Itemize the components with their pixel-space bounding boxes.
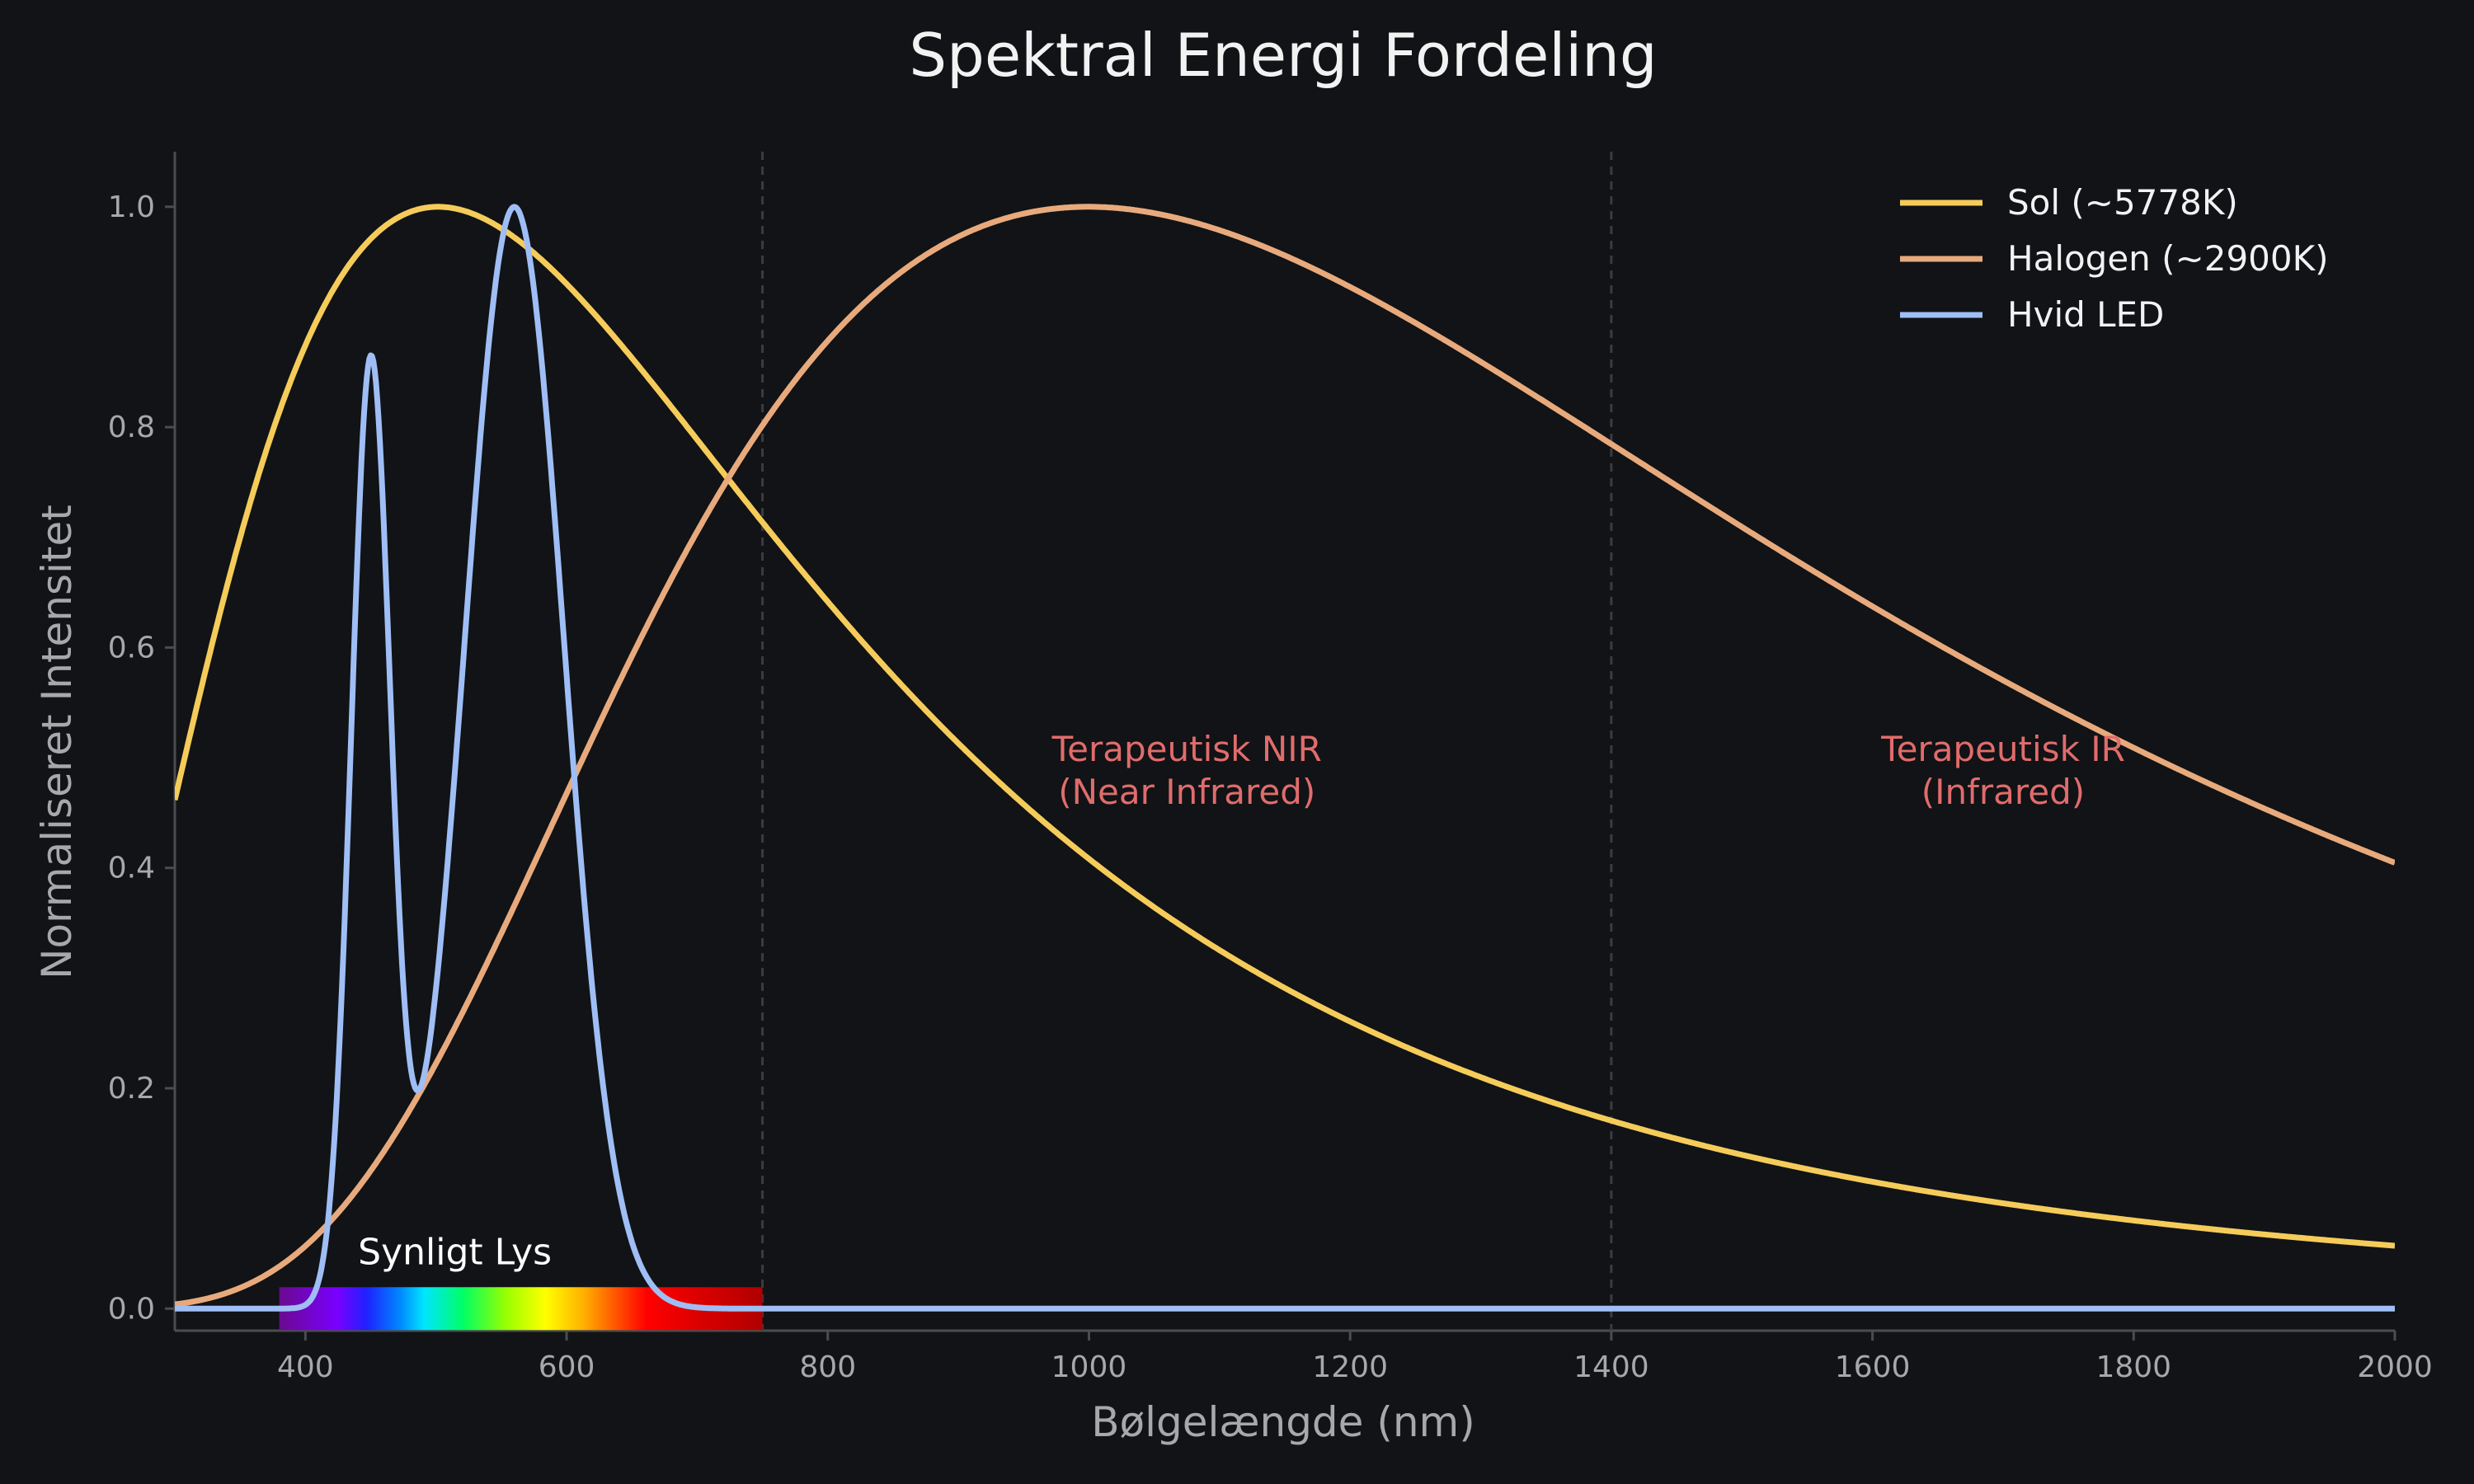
x-tick-label: 1000 [1051, 1350, 1127, 1384]
x-axis-title: Bølgelængde (nm) [1091, 1398, 1475, 1446]
annotation-text: (Near Infrared) [1058, 772, 1315, 812]
annotation-text: Terapeutisk NIR [1051, 729, 1322, 769]
x-ticks: 400 600 800 1000 1200 1400 1600 1800 2000 [277, 1331, 2433, 1384]
x-tick-label: 1800 [2095, 1350, 2171, 1384]
x-tick-label: 600 [539, 1350, 595, 1384]
annotation-text: (Infrared) [1921, 772, 2085, 812]
visible-light-label: Synligt Lys [358, 1231, 552, 1273]
x-tick-label: 1600 [1835, 1350, 1911, 1384]
axes [173, 152, 2395, 1332]
series-line [175, 204, 2395, 1312]
y-axis-title: Normaliseret Intensitet [33, 505, 81, 979]
y-tick-label: 1.0 [108, 190, 155, 224]
series-line [175, 204, 2395, 1249]
x-tick-label: 800 [799, 1350, 856, 1384]
annotations: Terapeutisk NIR(Near Infrared) Terapeutis… [1051, 729, 2125, 812]
y-tick-label: 0.4 [108, 852, 155, 885]
x-tick-label: 1400 [1573, 1350, 1649, 1384]
legend-label: Halogen (~2900K) [2007, 238, 2329, 279]
legend: Sol (~5778K) Halogen (~2900K) Hvid LED [1900, 182, 2329, 335]
y-tick-label: 0.2 [108, 1072, 155, 1106]
chart-title: Spektral Energi Fordeling [909, 21, 1657, 90]
y-tick-label: 0.0 [108, 1292, 155, 1326]
spectrum-bar [279, 1287, 763, 1331]
x-tick-label: 1200 [1312, 1350, 1388, 1384]
y-tick-label: 0.6 [108, 631, 155, 665]
y-tick-label: 0.8 [108, 411, 155, 444]
legend-label: Hvid LED [2007, 294, 2164, 335]
region-divider-lines [761, 152, 1613, 1331]
x-tick-label: 400 [277, 1350, 334, 1384]
series-lines [175, 204, 2395, 1312]
legend-label: Sol (~5778K) [2007, 182, 2238, 223]
annotation-text: Terapeutisk IR [1880, 729, 2125, 769]
x-tick-label: 2000 [2357, 1350, 2433, 1384]
series-line [175, 204, 2395, 1308]
visible-spectrum-band: Synligt Lys [279, 1231, 763, 1331]
y-ticks: 0.0 0.2 0.4 0.6 0.8 1.0 [108, 190, 175, 1326]
